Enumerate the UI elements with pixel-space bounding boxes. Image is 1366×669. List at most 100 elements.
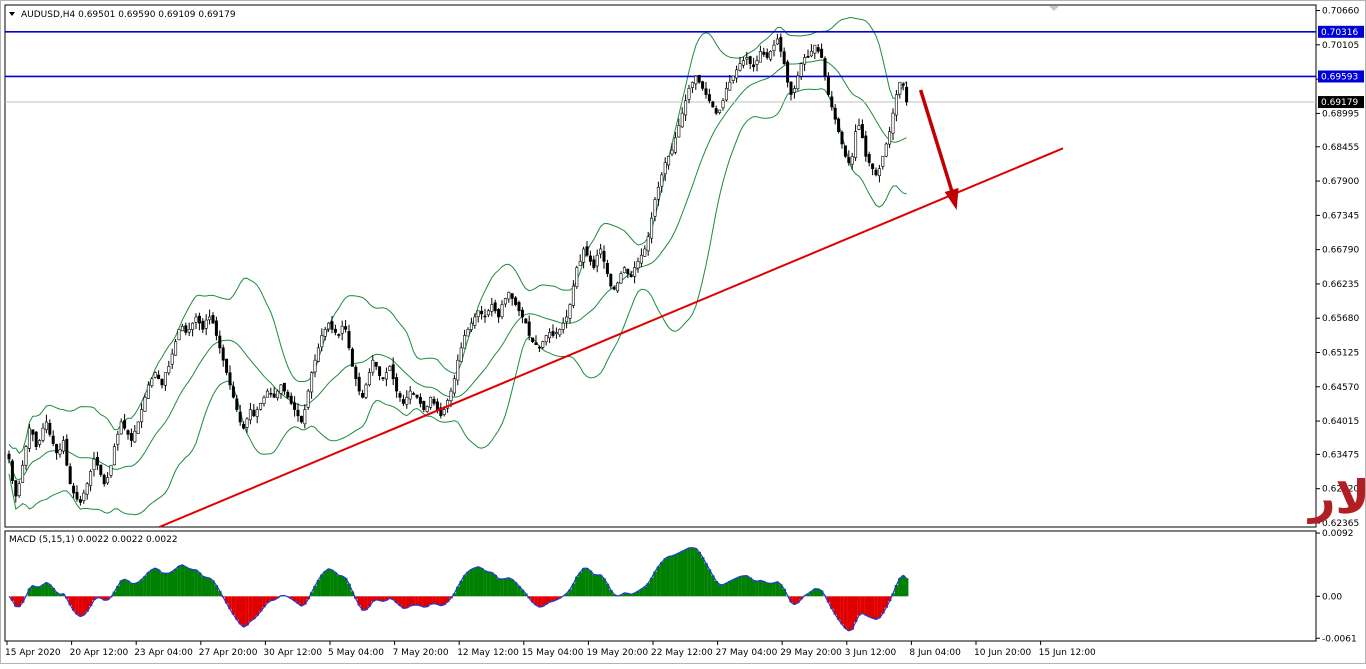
candle-body bbox=[691, 82, 693, 87]
candle-body bbox=[654, 200, 656, 217]
candle-body bbox=[504, 298, 506, 304]
time-tick-label: 15 Jun 12:00 bbox=[1039, 648, 1096, 658]
macd-bar bbox=[905, 578, 909, 596]
macd-bar bbox=[596, 575, 600, 596]
macd-bar bbox=[123, 579, 127, 596]
candle-body bbox=[525, 319, 527, 323]
macd-bar bbox=[670, 556, 674, 597]
candle-body bbox=[42, 428, 44, 440]
macd-bar bbox=[82, 596, 86, 615]
candle-body bbox=[827, 76, 829, 95]
candle-body bbox=[191, 323, 193, 330]
macd-bar bbox=[327, 569, 331, 597]
macd-bar bbox=[582, 568, 586, 596]
macd-tick-label: 0.00 bbox=[1322, 592, 1342, 602]
candle-body bbox=[117, 434, 119, 444]
candle-body bbox=[402, 399, 404, 403]
macd-bar bbox=[718, 584, 722, 596]
price-tick-label: 0.64015 bbox=[1322, 417, 1359, 427]
candle-body bbox=[657, 187, 659, 199]
macd-bar bbox=[538, 596, 542, 607]
candle-body bbox=[722, 101, 724, 108]
macd-bar bbox=[759, 580, 763, 596]
macd-bar bbox=[150, 570, 154, 597]
time-tick-label: 27 May 04:00 bbox=[716, 648, 778, 658]
macd-bar bbox=[157, 570, 161, 597]
macd-bar bbox=[721, 585, 725, 596]
candle-body bbox=[164, 373, 166, 386]
candle-body bbox=[188, 329, 190, 332]
macd-bar bbox=[728, 581, 732, 596]
candle-body bbox=[120, 422, 122, 434]
macd-bar bbox=[664, 558, 668, 596]
macd-bar bbox=[494, 575, 498, 596]
macd-bar bbox=[579, 572, 583, 596]
price-pane[interactable] bbox=[5, 5, 1316, 527]
time-tick-label: 23 Apr 04:00 bbox=[134, 648, 193, 658]
candle-body bbox=[800, 64, 802, 77]
candle-body bbox=[790, 82, 792, 95]
price-label-text: 0.69593 bbox=[1321, 72, 1358, 82]
candle-body bbox=[708, 94, 710, 100]
macd-bar bbox=[667, 557, 671, 597]
macd-bar bbox=[701, 557, 705, 596]
macd-bar bbox=[868, 596, 872, 617]
candle-body bbox=[106, 478, 108, 483]
price-tick-label: 0.64570 bbox=[1322, 383, 1359, 393]
macd-bar bbox=[324, 571, 328, 596]
macd-bar bbox=[507, 578, 511, 597]
candle-body bbox=[899, 82, 901, 94]
candle-body bbox=[45, 422, 47, 430]
candle-body bbox=[718, 110, 720, 113]
candle-body bbox=[545, 335, 547, 341]
macd-bar bbox=[245, 596, 249, 625]
candle-body bbox=[640, 255, 642, 263]
candle-body bbox=[123, 421, 125, 429]
candle-body bbox=[630, 275, 632, 277]
candle-body bbox=[854, 132, 856, 158]
macd-bar bbox=[857, 596, 861, 615]
candle-body bbox=[151, 379, 153, 386]
candle-body bbox=[555, 332, 557, 333]
candle-body bbox=[358, 377, 360, 391]
price-tick-label: 0.65680 bbox=[1322, 314, 1359, 324]
candle-body bbox=[324, 329, 326, 336]
macd-bar bbox=[681, 551, 685, 596]
candle-body bbox=[807, 56, 809, 57]
macd-bar bbox=[490, 572, 494, 596]
candle-body bbox=[511, 294, 513, 299]
candle-body bbox=[562, 323, 564, 329]
candle-body bbox=[487, 311, 489, 315]
candle-body bbox=[368, 373, 370, 385]
candle-body bbox=[21, 465, 23, 482]
candle-body bbox=[263, 397, 265, 403]
macd-bar bbox=[79, 596, 83, 616]
candle-body bbox=[283, 383, 285, 391]
candle-body bbox=[497, 309, 499, 317]
candle-body bbox=[208, 317, 210, 320]
macd-bar bbox=[674, 554, 678, 596]
candle-body bbox=[406, 397, 408, 404]
candle-body bbox=[868, 154, 870, 162]
macd-bar bbox=[766, 583, 770, 596]
candle-body bbox=[531, 338, 533, 342]
candle-body bbox=[885, 144, 887, 156]
candle-body bbox=[450, 391, 452, 401]
candle-body bbox=[480, 311, 482, 314]
candle-body bbox=[678, 125, 680, 137]
candle-body bbox=[474, 317, 476, 326]
macd-bar bbox=[177, 566, 181, 596]
candle-body bbox=[310, 373, 312, 392]
macd-bar bbox=[504, 579, 508, 597]
candle-body bbox=[259, 403, 261, 409]
candle-body bbox=[776, 39, 778, 44]
candle-body bbox=[412, 393, 414, 394]
candle-body bbox=[385, 373, 387, 380]
price-tick-label: 0.67345 bbox=[1322, 211, 1359, 221]
macd-bar bbox=[249, 596, 253, 621]
macd-bar bbox=[861, 596, 865, 613]
candle-body bbox=[661, 175, 663, 186]
